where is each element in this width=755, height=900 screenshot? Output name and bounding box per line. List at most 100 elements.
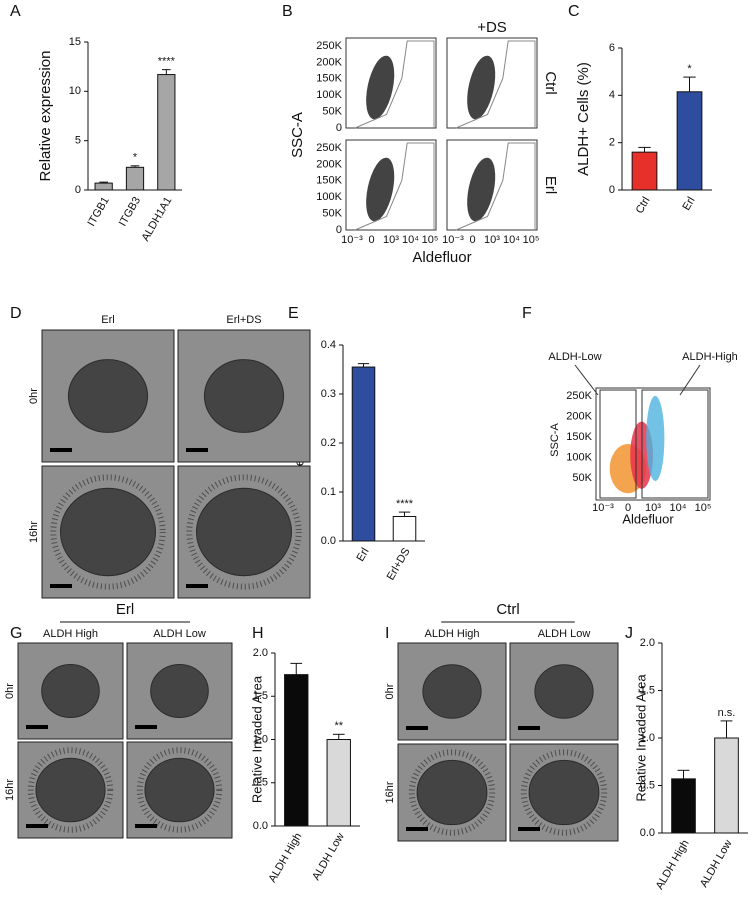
significance: **** xyxy=(158,56,176,68)
x-tick-label: 10³ xyxy=(383,234,399,246)
row-label: 16hr xyxy=(28,521,40,543)
y-tick-label: 1.0 xyxy=(253,733,268,745)
y-tick-label: 1.5 xyxy=(253,690,268,702)
panel-letter: G xyxy=(10,625,22,642)
x-tick-label: ALDH High xyxy=(266,831,304,885)
x-tick-label: 10³ xyxy=(645,502,661,514)
y-axis-label: ALDH+ Cells (%) xyxy=(575,62,592,176)
spheroid xyxy=(416,759,488,826)
y-tick-label: 50K xyxy=(322,106,342,118)
y-tick-label: 250K xyxy=(566,390,592,402)
y-tick-label: 0.3 xyxy=(321,388,336,400)
panel-letter: E xyxy=(288,305,299,322)
y-tick-label: 1.0 xyxy=(640,732,655,744)
x-tick-label: ALDH1A1 xyxy=(140,195,175,243)
gate xyxy=(455,40,536,129)
bar xyxy=(326,739,351,827)
y-tick-label: 100K xyxy=(566,451,592,463)
spheroid xyxy=(144,757,215,823)
y-tick-label: 0.2 xyxy=(321,437,336,449)
panel-letter: A xyxy=(10,3,21,20)
gate-arrow xyxy=(679,364,701,396)
spheroid xyxy=(35,757,106,823)
x-tick-label: Erl+DS xyxy=(385,546,413,582)
bar xyxy=(284,674,309,827)
x-tick-label: ALDH Low xyxy=(698,838,735,890)
scale-bar xyxy=(135,824,157,828)
y-tick-label: 100K xyxy=(316,89,342,101)
y-axis-label: Relative expression xyxy=(37,51,54,182)
spheroid-halo xyxy=(408,749,496,836)
y-tick-label: 2.0 xyxy=(640,637,655,649)
y-tick-label: 0.0 xyxy=(321,535,336,547)
x-axis-label: Aldefluor xyxy=(622,511,674,526)
x-tick-label: 10⁵ xyxy=(422,234,439,246)
panel-letter: B xyxy=(282,3,293,20)
panel-letter: F xyxy=(522,305,532,322)
row-label: 0hr xyxy=(28,388,40,404)
scale-bar xyxy=(26,725,48,729)
row-label: Erl xyxy=(542,176,559,194)
scale-bar xyxy=(186,584,208,588)
scale-bar xyxy=(186,448,208,452)
scale-bar xyxy=(50,584,72,588)
y-tick-label: 0 xyxy=(336,122,342,134)
row-label: 0hr xyxy=(4,683,16,699)
gate xyxy=(354,40,435,129)
spheroid-halo xyxy=(186,474,302,590)
column-label: ALDH High xyxy=(424,628,479,640)
scale-bar xyxy=(518,726,540,730)
column-label: Erl xyxy=(101,314,114,326)
bar xyxy=(392,516,417,542)
y-tick-label: 2 xyxy=(609,137,615,149)
significance: **** xyxy=(396,498,414,510)
y-tick-label: 200K xyxy=(316,56,342,68)
significance: n.s. xyxy=(718,707,736,719)
y-tick-label: 150K xyxy=(316,175,342,187)
row-label: 16hr xyxy=(4,779,16,801)
gate xyxy=(455,142,536,231)
y-tick-label: 100K xyxy=(316,191,342,203)
spheroid-halo xyxy=(27,747,114,833)
scale-bar xyxy=(406,827,428,831)
spheroid-halo xyxy=(136,747,223,833)
y-axis-label: Relative Invaded Area xyxy=(633,674,648,802)
x-tick-label: 0 xyxy=(625,502,631,514)
y-tick-label: 0 xyxy=(609,184,615,196)
gate xyxy=(641,389,709,499)
panel-letter: H xyxy=(252,625,264,642)
y-tick-label: 150K xyxy=(566,431,592,443)
row-label: 0hr xyxy=(384,683,396,699)
significance: * xyxy=(687,63,692,75)
spheroid-halo xyxy=(50,474,166,590)
scale-bar xyxy=(26,824,48,828)
bar xyxy=(676,91,703,191)
y-tick-label: 200K xyxy=(566,410,592,422)
x-tick-label: 10⁻³ xyxy=(592,502,614,514)
x-tick-label: 10³ xyxy=(484,234,500,246)
spheroid xyxy=(150,664,209,718)
y-tick-label: 0.5 xyxy=(640,779,655,791)
scale-bar xyxy=(518,827,540,831)
spheroid xyxy=(528,759,600,826)
x-tick-label: 10⁻³ xyxy=(442,234,464,246)
spheroid xyxy=(203,359,285,433)
spheroid xyxy=(67,359,149,433)
y-axis-label: Relative Invaded Area xyxy=(249,675,264,803)
y-tick-label: 200K xyxy=(316,158,342,170)
y-tick-label: 4 xyxy=(609,89,615,101)
gate xyxy=(354,142,435,231)
x-tick-label: ALDH Low xyxy=(310,831,347,883)
y-tick-label: 250K xyxy=(316,142,342,154)
population xyxy=(366,55,395,120)
y-tick-label: 0.0 xyxy=(640,827,655,839)
bar xyxy=(351,366,376,542)
panel-letter: C xyxy=(568,3,580,20)
y-tick-label: 0 xyxy=(75,184,81,196)
bar xyxy=(94,182,113,191)
y-tick-label: 2.0 xyxy=(253,647,268,659)
x-tick-label: 10⁴ xyxy=(670,502,687,514)
row-label: Ctrl xyxy=(542,71,559,94)
bar xyxy=(125,166,145,191)
spheroid xyxy=(534,664,594,719)
